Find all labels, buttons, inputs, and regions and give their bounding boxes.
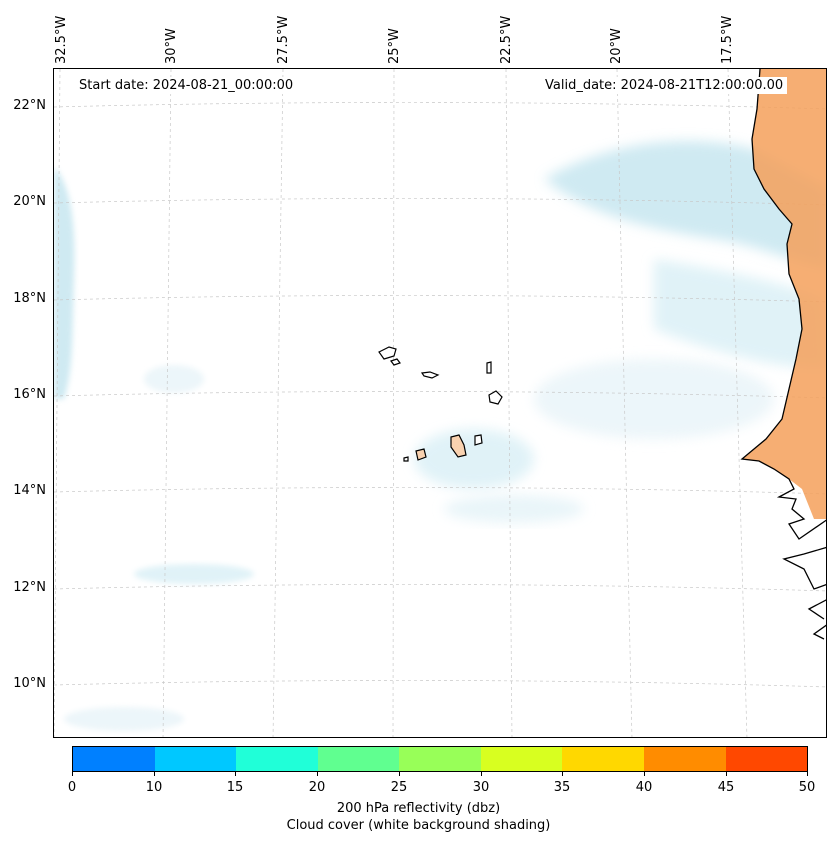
map-panel: Start date: 2024-08-21_00:00:00 Valid_da…	[53, 68, 827, 738]
lon-label-32-5w: 32.5°W	[54, 15, 69, 64]
start-date-label: Start date: 2024-08-21_00:00:00	[75, 77, 298, 94]
colorbar-segment-40-45	[643, 747, 726, 771]
cloud-patch-south2	[444, 495, 584, 523]
island-sao-vicente	[390, 358, 401, 366]
island-boa-vista	[488, 390, 503, 405]
colorbar-tick-35: 35	[553, 780, 571, 795]
lon-label-25w: 25°W	[387, 28, 402, 64]
cloud-patch-central	[414, 429, 534, 489]
parallel-12n	[54, 584, 826, 592]
colorbar-segment-30-35	[480, 747, 563, 771]
meridian-17-5w	[727, 69, 748, 737]
island-santiago	[450, 434, 467, 458]
meridian-30w	[162, 69, 172, 737]
colorbar-tick-25: 25	[390, 780, 408, 795]
parallel-22n	[54, 102, 826, 110]
cloud-band-east	[654, 259, 826, 369]
colorbar-tickmark	[562, 772, 563, 776]
lat-label-16n: 16°N	[13, 387, 46, 402]
parallel-10n	[54, 680, 826, 688]
valid-date-label: Valid_date: 2024-08-21T12:00:00.00	[541, 77, 788, 94]
cloud-cover-shading	[54, 140, 826, 731]
colorbar-tickmark	[399, 772, 400, 776]
colorbar-tick-50: 50	[798, 780, 816, 795]
parallel-16n	[54, 391, 826, 399]
colorbar-segment-25-30	[399, 747, 481, 771]
meridian-27-5w	[272, 69, 284, 737]
colorbar-tickmark	[481, 772, 482, 776]
parallel-18n	[54, 295, 826, 303]
meridian-25w	[392, 69, 395, 737]
island-maio	[474, 434, 483, 446]
lon-label-22-5w: 22.5°W	[499, 15, 514, 64]
cloud-patch-sw	[64, 707, 184, 731]
lon-label-30w: 30°W	[164, 28, 179, 64]
colorbar-tickmark	[317, 772, 318, 776]
parallel-14n	[54, 487, 826, 495]
colorbar-tickmark	[235, 772, 236, 776]
africa-coastline	[740, 69, 826, 640]
meridian-20w	[616, 69, 633, 737]
colorbar-tick-45: 45	[717, 780, 735, 795]
graticule	[54, 69, 826, 737]
cloud-band-west	[54, 169, 75, 399]
cloud-patch-mid	[534, 359, 774, 439]
island-fogo	[415, 448, 427, 461]
colorbar-tick-10: 10	[145, 780, 163, 795]
lat-label-12n: 12°N	[13, 580, 46, 595]
lat-label-20n: 20°N	[13, 194, 46, 209]
colorbar-segment-10-15	[154, 747, 237, 771]
lat-label-18n: 18°N	[13, 291, 46, 306]
colorbar-segment-20-25	[317, 747, 400, 771]
lat-label-22n: 22°N	[13, 98, 46, 113]
island-santo-antao	[378, 346, 397, 360]
colorbar-segment-15-20	[236, 747, 318, 771]
lon-label-17-5w: 17.5°W	[720, 15, 735, 64]
colorbar-tickmark	[644, 772, 645, 776]
meridian-32-5w	[54, 69, 61, 737]
island-brava	[403, 456, 409, 462]
lat-label-14n: 14°N	[13, 483, 46, 498]
parallel-20n	[54, 198, 826, 206]
colorbar-sublabel: Cloud cover (white background shading)	[286, 818, 551, 833]
colorbar-tickmark	[807, 772, 808, 776]
colorbar-segment-45-50	[725, 747, 808, 771]
colorbar-label: 200 hPa reflectivity (dbz)	[336, 801, 501, 816]
colorbar-tick-20: 20	[308, 780, 326, 795]
africa-land	[742, 69, 826, 519]
cape-verde-islands	[378, 346, 503, 462]
colorbar-tickmark	[154, 772, 155, 776]
cloud-patch-w	[144, 365, 204, 393]
island-sao-nicolau	[420, 371, 440, 379]
colorbar-segment-35-40	[562, 747, 644, 771]
colorbar-tick-30: 30	[472, 780, 490, 795]
cloud-patch-south	[134, 564, 254, 584]
map-canvas	[54, 69, 826, 737]
lon-label-27-5w: 27.5°W	[276, 15, 291, 64]
colorbar-tickmark	[726, 772, 727, 776]
colorbar	[72, 746, 808, 772]
colorbar-segment-0-10	[73, 747, 155, 771]
colorbar-tick-15: 15	[226, 780, 244, 795]
colorbar-tick-40: 40	[635, 780, 653, 795]
colorbar-tickmark	[72, 772, 73, 776]
colorbar-tick-0: 0	[67, 780, 77, 795]
lon-label-20w: 20°W	[609, 28, 624, 64]
island-sal	[486, 361, 492, 374]
meridian-22-5w	[505, 69, 513, 737]
lat-label-10n: 10°N	[13, 676, 46, 691]
